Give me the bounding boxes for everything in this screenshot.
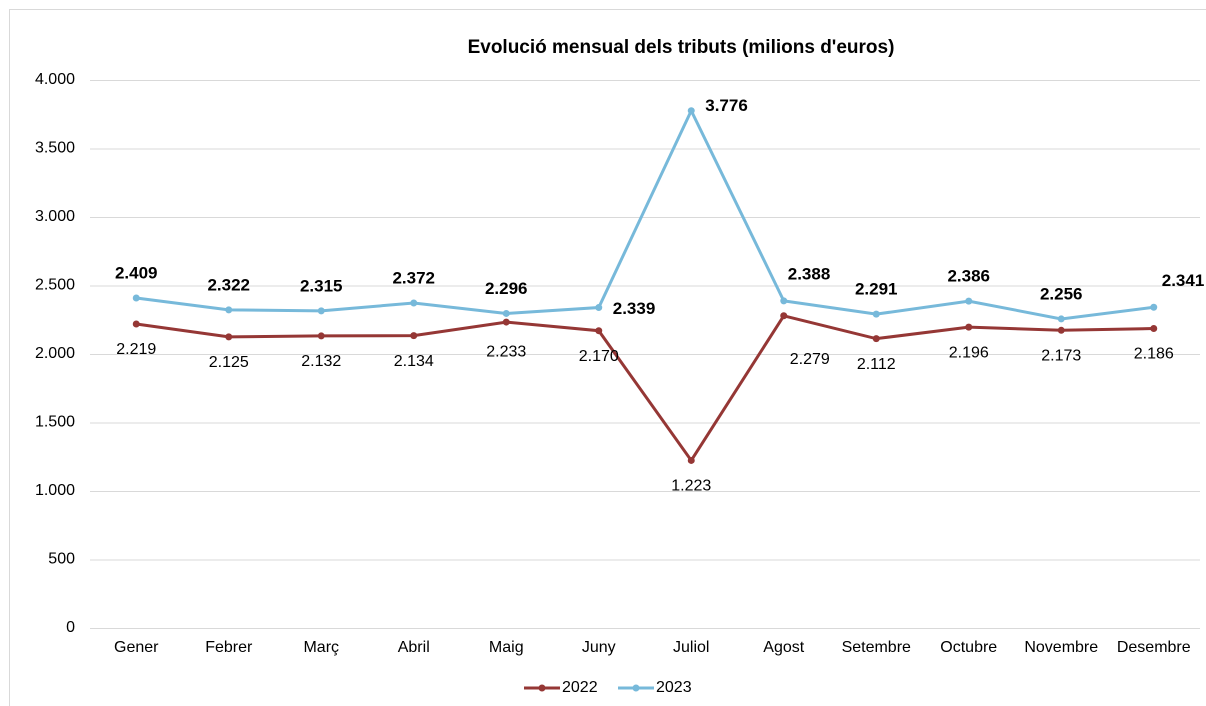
marker xyxy=(225,306,233,314)
marker xyxy=(687,456,695,464)
data-label: 2.296 xyxy=(485,279,528,298)
marker xyxy=(1057,315,1065,323)
marker xyxy=(132,294,140,302)
y-tick-label: 2.000 xyxy=(35,345,75,362)
data-label: 2.170 xyxy=(579,348,619,365)
marker xyxy=(687,107,695,115)
data-label: 2.341 xyxy=(1162,271,1205,290)
y-tick-label: 3.000 xyxy=(35,208,75,225)
x-tick-label: Febrer xyxy=(205,639,253,656)
x-tick-label: Novembre xyxy=(1024,639,1098,656)
data-label: 1.223 xyxy=(671,478,711,495)
marker xyxy=(872,310,880,318)
x-tick-label: Maig xyxy=(489,639,524,656)
line-series xyxy=(136,314,1154,464)
data-label: 2.196 xyxy=(949,344,989,361)
y-tick-label: 500 xyxy=(48,551,75,568)
data-label: 2.409 xyxy=(115,263,158,282)
y-tick-label: 4.000 xyxy=(35,71,75,88)
y-tick-label: 0 xyxy=(66,619,75,636)
marker xyxy=(317,307,325,315)
data-label: 2.386 xyxy=(947,267,990,286)
marker xyxy=(225,333,233,341)
data-label: 2.339 xyxy=(613,299,656,318)
y-tick-label: 2.500 xyxy=(35,277,75,294)
y-tick-label: 1.000 xyxy=(35,482,75,499)
data-label: 2.256 xyxy=(1040,284,1083,303)
x-tick-label: Gener xyxy=(114,639,159,656)
data-label: 2.388 xyxy=(788,264,831,283)
marker xyxy=(965,297,973,305)
data-label: 2.132 xyxy=(301,353,341,370)
x-tick-label: Juliol xyxy=(673,639,709,656)
marker xyxy=(872,335,880,343)
chart-border xyxy=(9,9,1206,706)
marker xyxy=(502,318,510,326)
x-tick-label: Abril xyxy=(398,639,430,656)
data-label: 2.315 xyxy=(300,276,343,295)
data-label: 2.112 xyxy=(857,356,896,373)
data-label: 2.233 xyxy=(486,343,526,360)
legend-marker xyxy=(538,684,546,692)
marker xyxy=(1057,326,1065,334)
data-label: 2.186 xyxy=(1134,346,1174,363)
legend-marker xyxy=(632,684,640,692)
data-label: 2.173 xyxy=(1041,348,1081,365)
data-label: 2.219 xyxy=(116,341,156,358)
chart-title: Evolució mensual dels tributs (milions d… xyxy=(468,37,895,58)
x-tick-label: Juny xyxy=(582,639,616,656)
line-series xyxy=(136,107,1154,321)
marker xyxy=(595,304,603,312)
data-label: 2.372 xyxy=(392,269,435,288)
data-label: 2.125 xyxy=(209,354,249,371)
data-label: 2.291 xyxy=(855,280,898,299)
marker xyxy=(780,312,788,320)
legend-label: 2022 xyxy=(562,679,598,696)
marker xyxy=(965,323,973,331)
marker xyxy=(502,309,510,317)
marker xyxy=(410,332,418,340)
marker xyxy=(317,332,325,340)
x-tick-label: Març xyxy=(303,639,339,656)
y-tick-label: 3.500 xyxy=(35,140,75,157)
data-label: 2.279 xyxy=(790,351,830,368)
marker xyxy=(410,299,418,307)
legend-label: 2023 xyxy=(656,679,692,696)
marker xyxy=(1150,303,1158,311)
data-label: 2.322 xyxy=(207,275,250,294)
marker xyxy=(1150,325,1158,333)
data-label: 3.776 xyxy=(705,96,748,115)
x-tick-label: Desembre xyxy=(1117,639,1191,656)
y-tick-label: 1.500 xyxy=(35,414,75,431)
x-tick-label: Octubre xyxy=(940,639,997,656)
x-tick-label: Agost xyxy=(763,639,804,656)
marker xyxy=(595,327,603,335)
data-label: 2.134 xyxy=(394,353,434,370)
marker xyxy=(132,320,140,328)
x-tick-label: Setembre xyxy=(842,639,911,656)
marker xyxy=(780,297,788,305)
